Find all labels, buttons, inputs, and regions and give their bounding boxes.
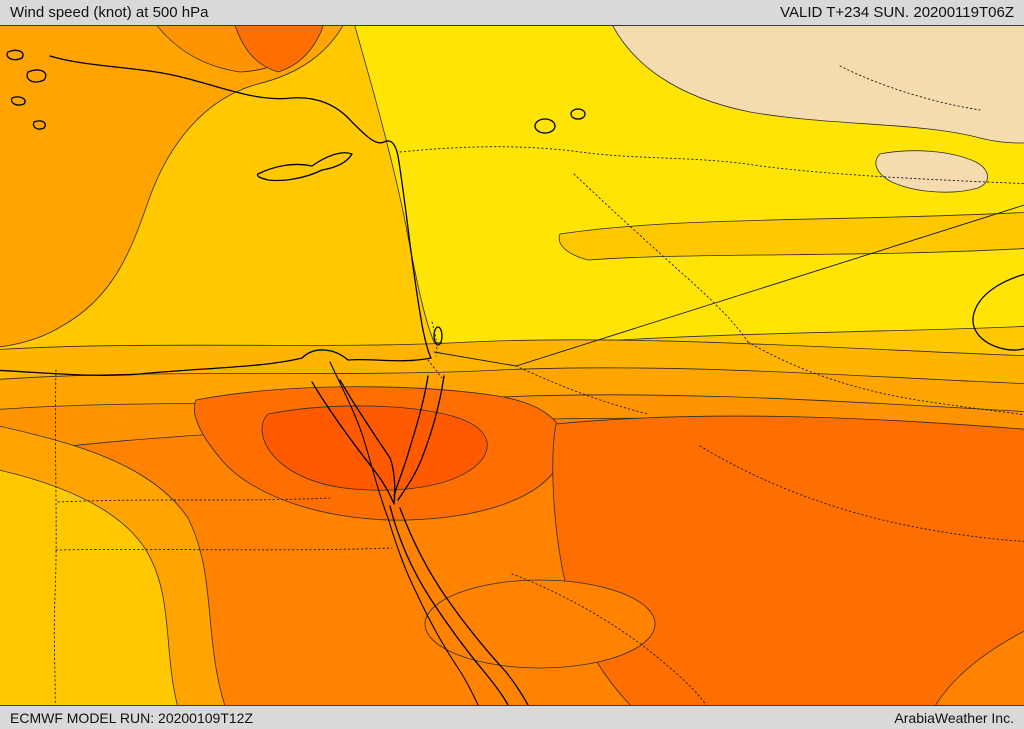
border-saudi-interior <box>699 445 1024 542</box>
coastline-red-sea-west <box>389 505 509 705</box>
band-orange-wedge-nw <box>0 26 344 348</box>
band-cream-main <box>612 26 1024 144</box>
coastlines <box>0 49 1024 705</box>
coastline-lake-turkey-2 <box>570 108 586 120</box>
border-turkey-syria <box>399 146 1024 185</box>
coastline-dead-sea <box>433 326 443 346</box>
coastline-cyprus <box>256 152 353 182</box>
coastline-gulf-suez-west <box>311 381 395 505</box>
border-iraq-kuwait-saudi <box>747 341 1024 416</box>
border-turkey-northeast <box>839 65 981 111</box>
map-canvas <box>0 26 1024 705</box>
band-red-orange-patch-top <box>234 26 324 73</box>
band-sw-gold-pocket <box>0 469 178 705</box>
model-run-label: ECMWF MODEL RUN: 20200109T12Z <box>10 709 253 726</box>
band-gold-streak <box>558 212 1024 261</box>
band-deepest-core <box>261 405 488 491</box>
wind-speed-bands <box>0 26 1024 705</box>
border-jordan-saudi <box>515 365 649 415</box>
border-syria-iraq <box>573 173 749 343</box>
border-egypt-libya <box>53 369 57 705</box>
valid-time-label: VALID T+234 SUN. 20200119T06Z <box>780 4 1014 21</box>
coastline-aegean-island-3 <box>10 96 26 106</box>
header-bar: Wind speed (knot) at 500 hPa VALID T+234… <box>0 0 1024 26</box>
coastline-gulf-aqaba-east <box>397 375 445 501</box>
country-borders <box>53 65 1024 705</box>
band-cream-small <box>875 150 988 193</box>
coastline-anatolia-levant-egypt <box>0 55 432 376</box>
coastline-aegean-island-2 <box>26 69 47 83</box>
wind-speed-map-svg <box>0 26 1024 705</box>
border-egypt-israel <box>427 359 443 379</box>
map-title: Wind speed (knot) at 500 hPa <box>10 4 209 21</box>
river-nile <box>329 361 479 705</box>
credit-label: ArabiaWeather Inc. <box>894 709 1014 726</box>
border-egypt-interior <box>57 497 331 503</box>
footer-bar: ECMWF MODEL RUN: 20200109T12Z ArabiaWeat… <box>0 705 1024 729</box>
coastline-persian-gulf <box>972 273 1024 351</box>
coastline-gulf-aqaba-west <box>393 375 429 497</box>
coastline-aegean-island-1 <box>6 49 24 61</box>
band-red-orange-core-east <box>552 415 1024 705</box>
band-orange-deep-pocket-south <box>424 579 656 669</box>
border-sudan-red-sea <box>511 573 707 705</box>
coastline-aegean-island-4 <box>32 120 46 130</box>
border-egypt-sudan <box>55 547 393 551</box>
coastline-gulf-suez-east <box>339 379 396 505</box>
coastline-red-sea-east <box>399 507 529 705</box>
coastline-lake-turkey-1 <box>534 118 556 134</box>
